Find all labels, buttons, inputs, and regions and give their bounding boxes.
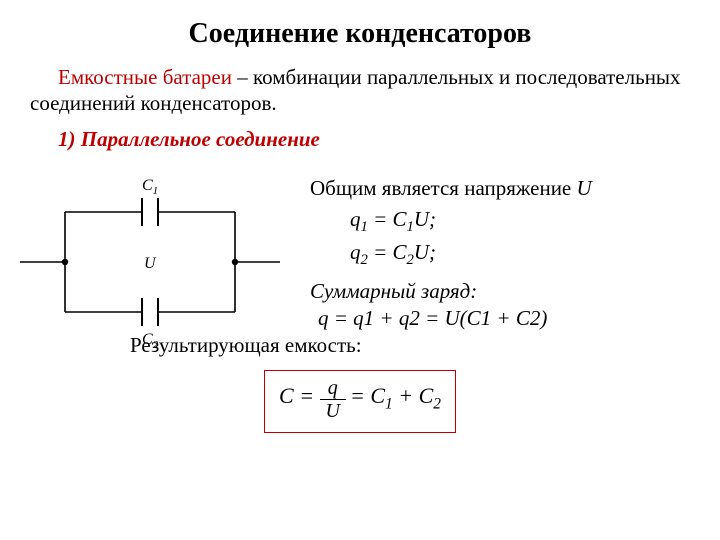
- eq-q1: q1 = C1U;: [350, 207, 720, 236]
- circuit-diagram: C1 C2 U: [20, 172, 280, 352]
- formula-fraction: q U: [320, 377, 346, 422]
- formula-lhs: C =: [279, 383, 320, 408]
- label-u: U: [144, 255, 157, 272]
- equations-column: Общим является напряжение U q1 = C1U; q2…: [300, 162, 720, 331]
- eq-q2: q2 = C2U;: [350, 240, 720, 269]
- sum-label: Суммарный заряд:: [310, 279, 720, 304]
- intro-term: Емкостные батареи: [58, 65, 232, 89]
- formula-wrap: C = q U = C1 + C2: [0, 360, 720, 433]
- subheading-parallel: 1) Параллельное соединение: [0, 117, 720, 152]
- content-row: C1 C2 U Общим является напряжение U q1 =…: [0, 162, 720, 331]
- formula-box: C = q U = C1 + C2: [264, 370, 456, 433]
- formula-rhs: = C1 + C2: [350, 383, 441, 408]
- sum-equation: q = q1 + q2 = U(C1 + C2): [318, 306, 720, 331]
- intro-paragraph: Емкостные батареи – комбинации параллель…: [0, 50, 720, 117]
- label-c1: C1: [142, 177, 158, 197]
- common-voltage-line: Общим является напряжение U: [310, 176, 720, 201]
- label-c2: C2: [142, 331, 159, 351]
- page-title: Соединение конденсаторов: [0, 0, 720, 50]
